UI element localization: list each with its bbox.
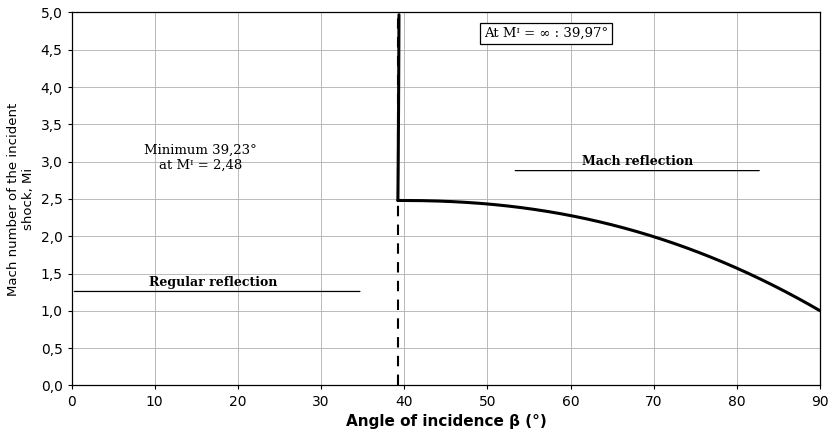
Y-axis label: Mach number of the incident
shock, Mi: Mach number of the incident shock, Mi (7, 102, 35, 296)
Text: Mach reflection: Mach reflection (582, 155, 693, 168)
Text: Minimum 39,23°
at Mᴵ = 2,48: Minimum 39,23° at Mᴵ = 2,48 (144, 144, 257, 172)
Text: At Mᴵ = ∞ : 39,97°: At Mᴵ = ∞ : 39,97° (484, 27, 608, 40)
X-axis label: Angle of incidence β (°): Angle of incidence β (°) (345, 414, 546, 429)
Text: Regular reflection: Regular reflection (149, 276, 278, 289)
